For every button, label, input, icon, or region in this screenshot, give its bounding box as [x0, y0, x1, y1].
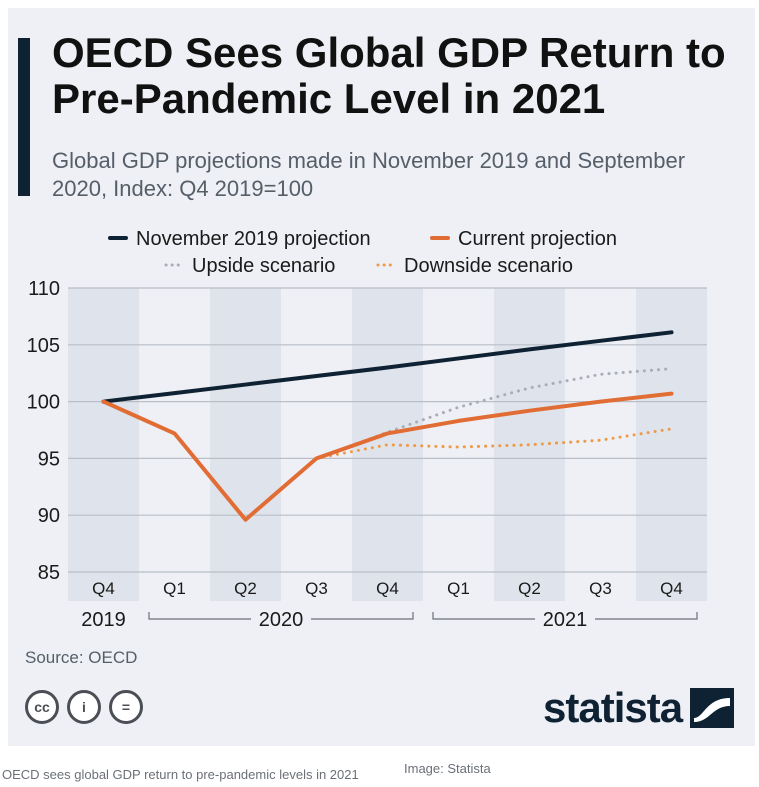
x-tick-label: Q1 — [447, 579, 470, 598]
year-label: 2020 — [259, 609, 304, 631]
x-tick-label: Q2 — [518, 579, 541, 598]
statista-logo[interactable]: statista — [543, 684, 735, 732]
year-bracket — [432, 612, 698, 620]
x-tick-label: Q4 — [376, 579, 399, 598]
year-label: 2019 — [81, 609, 126, 631]
logo-wordmark: statista — [543, 684, 683, 731]
y-tick-label: 95 — [38, 448, 60, 470]
no-derivatives-icon[interactable]: = — [109, 690, 143, 724]
license-icons: cc i = — [25, 690, 143, 724]
y-tick-label: 90 — [38, 505, 60, 527]
y-tick-label: 100 — [27, 392, 60, 414]
legend-label: Upside scenario — [192, 255, 335, 277]
legend-label: Downside scenario — [404, 255, 573, 277]
image-credit: Image: Statista — [404, 761, 491, 776]
x-tick-label: Q2 — [234, 579, 257, 598]
legend-label: Current projection — [458, 228, 617, 250]
source-note: Source: OECD — [25, 648, 138, 667]
y-tick-label: 105 — [27, 335, 60, 357]
year-label: 2021 — [543, 609, 588, 631]
cc-icon[interactable]: cc — [25, 690, 59, 724]
column-band — [210, 288, 281, 601]
series-line — [315, 427, 673, 460]
x-tick-label: Q3 — [305, 579, 328, 598]
chart-title: OECD Sees Global GDP Return to Pre-Pande… — [52, 29, 726, 122]
gdp-line-chart: 85 90 95 100 105 110 Q4 Q1 Q2 Q3 Q4 Q1 Q2 Q3 Q4 2019 202… — [27, 228, 707, 631]
y-tick-label: 110 — [28, 278, 60, 300]
year-bracket — [148, 612, 414, 620]
x-tick-label: Q4 — [92, 579, 115, 598]
statista-mark-icon — [690, 688, 735, 728]
x-tick-label: Q3 — [589, 579, 612, 598]
column-band — [636, 288, 707, 601]
series-line — [101, 330, 674, 404]
x-tick-label: Q4 — [660, 579, 683, 598]
x-tick-label: Q1 — [163, 579, 186, 598]
chart-subtitle: Global GDP projections made in November … — [52, 148, 686, 201]
title-accent-bar — [18, 38, 30, 196]
y-tick-label: 85 — [38, 562, 60, 584]
column-band — [68, 288, 139, 601]
legend-label: November 2019 projection — [136, 228, 371, 250]
image-caption: OECD sees global GDP return to pre-pande… — [2, 767, 359, 782]
attribution-icon[interactable]: i — [67, 690, 101, 724]
series-line — [101, 391, 674, 522]
